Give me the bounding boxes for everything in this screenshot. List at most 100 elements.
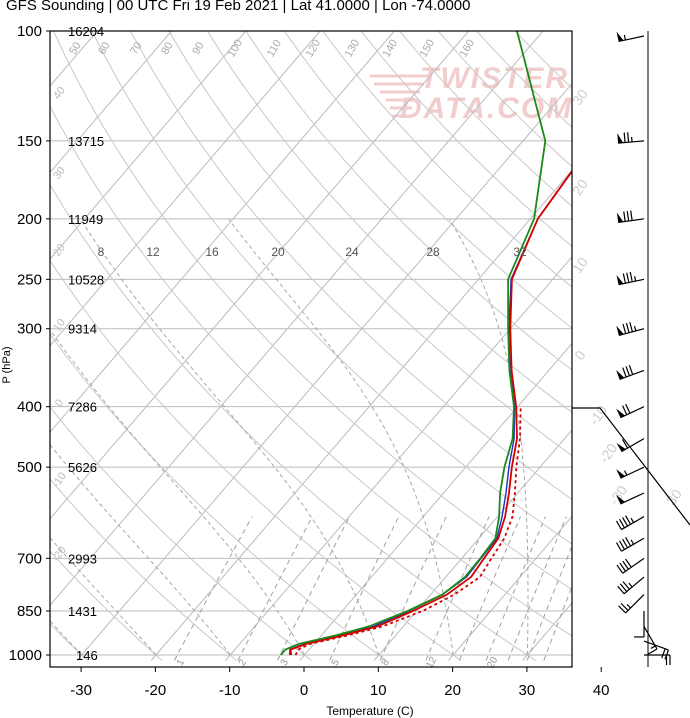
moist-adiabat--20 (50, 537, 157, 656)
wind-barb-shaft (618, 140, 645, 144)
wind-barb-flag (615, 542, 623, 552)
wind-barb-shaft (623, 576, 645, 595)
dry-adiabat-130 (360, 31, 572, 248)
wind-barb-flag (627, 132, 630, 143)
trace-dewpoint (280, 31, 547, 656)
dry-adiabat-label: 100 (226, 38, 246, 60)
height-label: 11949 (68, 212, 103, 227)
x-axis-label: Temperature (C) (326, 704, 413, 718)
dry-adiabat-label: 140 (381, 38, 401, 60)
mixing-ratio-label-lower: 5 (330, 657, 343, 668)
moist-adiabat-label: 30 (51, 165, 68, 182)
wind-barb-flag (622, 538, 629, 549)
dry-adiabat--40 (0, 31, 13, 660)
dry-adiabat-label: 90 (190, 40, 207, 57)
x-tick-label: 40 (593, 682, 610, 699)
moist-adiabat-label: 0 (53, 397, 66, 409)
height-label: 9314 (68, 322, 97, 337)
mixing-ratio-label-upper: 24 (345, 245, 359, 259)
moist-adiabat-label: -20 (50, 544, 69, 564)
wind-barb-half (630, 539, 635, 545)
wind-barb-shaft (643, 640, 669, 651)
wind-barb (616, 31, 645, 42)
mixing-ratio-label-upper: 16 (205, 245, 219, 259)
dry-adiabat--20 (50, 550, 163, 661)
dry-adiabat-label: 70 (128, 40, 145, 57)
wind-barb-flag (617, 585, 625, 595)
x-tick-label: 20 (444, 682, 461, 699)
wind-barb-flag (622, 581, 630, 590)
moist-adiabat-label: 20 (51, 242, 68, 259)
moist-adiabat-30 (448, 218, 529, 655)
pressure-tick-label: 400 (17, 399, 42, 416)
hodograph-border (572, 407, 690, 526)
wind-barb-flag (625, 322, 630, 333)
dry-adiabat-50 (53, 31, 572, 591)
wind-barb-flag (622, 517, 629, 527)
isotherm-0 (299, 342, 572, 661)
mixing-ratio-3 (277, 516, 350, 661)
x-tick-label: -20 (145, 682, 167, 699)
wind-barb (618, 594, 645, 614)
dry-adiabat-120 (322, 31, 572, 288)
dry-adiabat-label: 110 (265, 38, 284, 59)
mixing-ratio-5 (329, 516, 400, 661)
wind-barb-flag (616, 564, 624, 574)
wind-barb-half (626, 604, 631, 609)
pressure-tick-label: 1000 (9, 647, 42, 664)
mixing-ratio-label-upper: 28 (426, 245, 440, 259)
x-tick-label: 10 (370, 682, 387, 699)
mixing-ratio-16 (458, 516, 521, 661)
isotherm--80 (50, 31, 247, 260)
x-tick-label: 30 (519, 682, 536, 699)
wind-barb-pennant (616, 408, 625, 418)
wind-barb (616, 438, 645, 453)
x-tick-label: -30 (70, 682, 92, 699)
wind-barb-flag (661, 648, 666, 659)
isotherm--90 (50, 31, 172, 174)
wind-barb-flag (622, 439, 629, 449)
wind-barb-half (630, 517, 635, 523)
dry-adiabat-90 (206, 31, 572, 414)
wind-barb-half (634, 276, 637, 282)
wind-barb-flag (630, 210, 633, 221)
wind-barb-flag (625, 403, 631, 414)
mixing-ratio-24 (507, 516, 567, 661)
pressure-tick-label: 500 (17, 459, 42, 476)
chart-title: GFS Sounding | 00 UTC Fri 19 Feb 2021 | … (6, 0, 471, 14)
wind-barb-flag (622, 323, 627, 334)
wind-barb-flag (625, 537, 632, 547)
moist-adiabat-label: 10 (51, 317, 68, 334)
dry-adiabat-60 (91, 31, 572, 545)
x-tick-label: -10 (219, 682, 241, 699)
wind-barb-half (624, 470, 628, 476)
wind-barb-flag (648, 648, 658, 655)
dry-adiabat-label: 80 (159, 40, 176, 57)
wind-barb-shaft (619, 369, 645, 380)
mixing-ratio-label-upper: 12 (146, 245, 160, 259)
adiabat-label-right: 0 (571, 347, 589, 363)
dry-adiabat-label: 60 (96, 40, 113, 57)
height-label: 5626 (68, 460, 97, 475)
mixing-ratio-label-upper: 20 (271, 245, 285, 259)
dry-adiabat-110 (283, 31, 572, 329)
isotherm-40 (597, 31, 690, 660)
mixing-ratio-20 (485, 516, 546, 661)
moist-adiabat-0 (50, 328, 305, 656)
wind-barb-flag (625, 558, 632, 568)
wind-barb-flag (622, 367, 627, 378)
wind-barb-flag (622, 560, 629, 570)
tornado-icon (370, 74, 428, 118)
wind-barb-flag (625, 515, 632, 525)
wind-barb-half (633, 325, 637, 332)
isotherm-30 (522, 602, 572, 661)
isotherm--20 (150, 169, 572, 661)
wind-barb (616, 210, 645, 224)
dry-adiabat-10 (50, 333, 387, 661)
hodograph-inset (572, 407, 690, 526)
dry-adiabat-80 (168, 31, 572, 457)
wind-barb-pennant (616, 212, 624, 223)
pressure-tick-label: 200 (17, 211, 42, 228)
